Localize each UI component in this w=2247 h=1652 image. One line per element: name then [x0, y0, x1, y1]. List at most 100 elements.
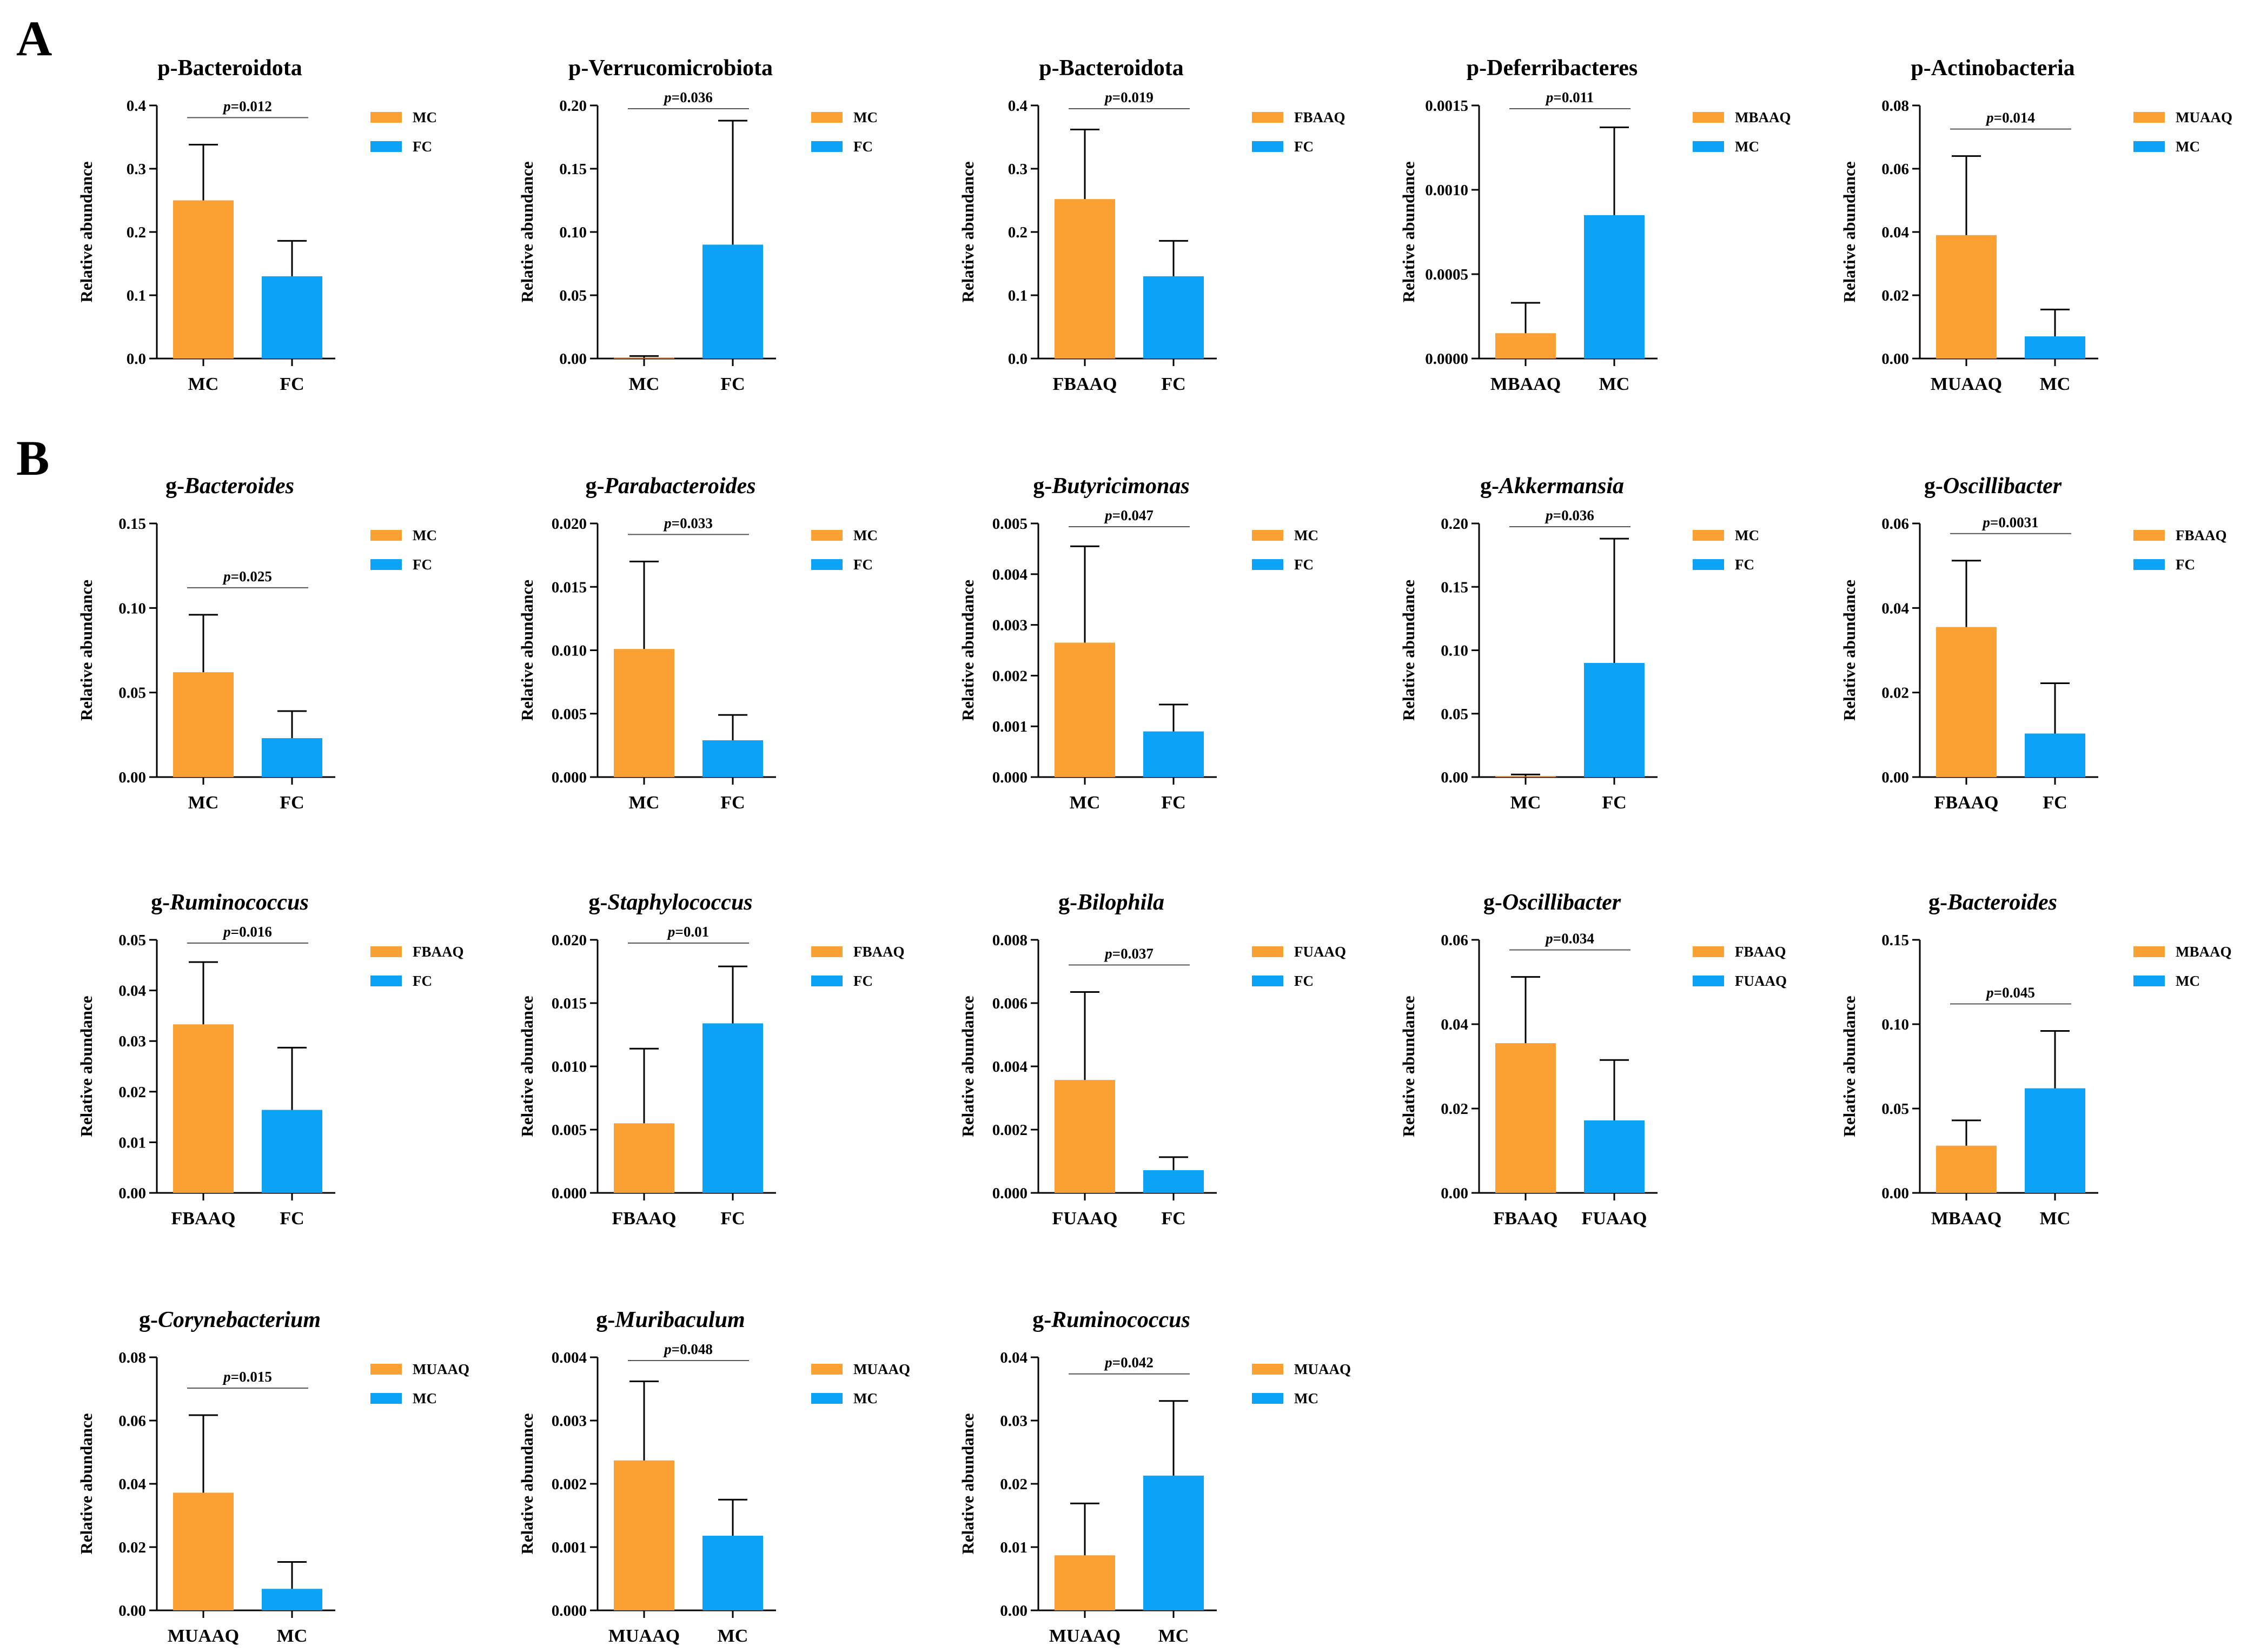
x-tick-label: MUAAQ [1049, 1626, 1121, 1646]
chart-title-prefix: p- [1467, 56, 1487, 81]
p-value-symbol: p [1981, 514, 1990, 530]
y-tick-label: 0.000 [992, 769, 1028, 786]
x-tick-label: MC [188, 374, 219, 394]
chart-title: g-Bacteroides [165, 474, 294, 499]
bar-chart-16: g-Corynebacterium Relative abundance 0.00 0… [77, 1308, 469, 1646]
bar-2 [702, 1535, 763, 1610]
chart-title-name: Bacteroides [1947, 890, 2057, 915]
y-tick-label: 0.010 [552, 1058, 587, 1076]
y-axis-label: Relative abundance [77, 1414, 96, 1555]
bar-1 [1055, 642, 1115, 777]
chart-title-prefix: g- [1032, 1308, 1051, 1332]
y-axis-label: Relative abundance [518, 580, 536, 721]
y-tick-label: 0.04 [118, 983, 146, 1000]
y-tick-label: 0.01 [118, 1134, 146, 1151]
legend-swatch-1 [1693, 530, 1724, 541]
x-tick-label: FBAAQ [612, 1209, 677, 1229]
p-value-equals: = [672, 515, 680, 531]
bar-chart-7: g-Parabacteroides Relative abundance 0.000… [518, 474, 878, 813]
bar-2 [2025, 336, 2085, 359]
y-tick-label: 0.03 [118, 1033, 146, 1050]
chart-title-name: Bacteroides [184, 474, 294, 499]
y-tick-label: 0.005 [992, 515, 1028, 533]
legend-label-2: FC [853, 138, 873, 155]
chart-title-prefix: g- [586, 474, 605, 499]
y-tick-label: 0.002 [992, 667, 1028, 685]
p-value-symbol: p [1985, 984, 1994, 1000]
y-tick-label: 0.00 [559, 350, 587, 368]
chart-title-name: Staphylococcus [607, 890, 752, 915]
bar-chart-11: g-Ruminococcus Relative abundance 0.00 0.01… [77, 890, 464, 1229]
bar-2 [2025, 733, 2085, 777]
y-tick-label: 0.06 [1881, 515, 1909, 533]
x-tick-label: FC [720, 374, 745, 394]
chart-title-name: Bilophila [1077, 890, 1164, 915]
legend-swatch-1 [2133, 112, 2165, 123]
chart-title: g-Akkermansia [1480, 474, 1624, 499]
y-tick-label: 0.0015 [1425, 97, 1468, 115]
p-value-number: 0.014 [2002, 110, 2035, 126]
y-tick-label: 0.05 [1441, 706, 1468, 723]
bar-1 [614, 357, 674, 359]
legend-swatch-1 [1252, 530, 1283, 541]
p-value-symbol: p [1545, 507, 1553, 523]
y-tick-label: 0.3 [127, 161, 146, 178]
y-tick-label: 0.15 [1441, 579, 1468, 596]
chart-title-prefix: g- [151, 890, 170, 915]
legend-swatch-1 [370, 946, 402, 957]
p-value-label: p=0.034 [1545, 931, 1594, 947]
p-value-number: 0.045 [2002, 984, 2035, 1000]
y-tick-label: 0.00 [118, 769, 146, 786]
bar-2 [702, 1023, 763, 1193]
bar-2 [1143, 276, 1204, 359]
y-axis-label: Relative abundance [958, 1414, 977, 1555]
y-axis-label: Relative abundance [1399, 162, 1418, 303]
legend-label-2: FC [853, 973, 873, 989]
y-tick-label: 0.15 [559, 161, 587, 178]
y-tick-label: 0.004 [992, 1058, 1028, 1076]
x-tick-label: MC [2040, 374, 2071, 394]
y-axis-label: Relative abundance [958, 996, 977, 1137]
y-tick-label: 0.1 [127, 287, 146, 304]
p-value-label: p=0.012 [222, 98, 272, 115]
bar-1 [1495, 1043, 1556, 1193]
p-value-symbol: p [222, 1369, 231, 1385]
y-tick-label: 0.04 [1000, 1349, 1028, 1366]
legend-swatch-2 [370, 141, 402, 152]
y-tick-label: 0.002 [992, 1122, 1028, 1139]
bar-1 [173, 672, 234, 777]
legend-swatch-2 [811, 1393, 843, 1404]
legend-label-1: MC [853, 527, 878, 543]
legend-label-2: FC [1735, 556, 1754, 573]
bar-1 [614, 1460, 674, 1610]
x-tick-label: MC [277, 1626, 308, 1646]
x-tick-label: MC [629, 374, 660, 394]
p-value-label: p=0.045 [1985, 984, 2035, 1000]
y-tick-label: 0.04 [1441, 1016, 1468, 1033]
legend-swatch-2 [1252, 1393, 1283, 1404]
y-tick-label: 0.0 [127, 350, 146, 368]
y-tick-label: 0.05 [559, 287, 587, 304]
legend-label-2: MC [1294, 1390, 1318, 1406]
y-tick-label: 0.015 [552, 579, 587, 596]
y-tick-label: 0.010 [552, 642, 587, 660]
p-value-number: 0.036 [680, 89, 713, 105]
y-axis-label: Relative abundance [1840, 162, 1859, 303]
chart-title: g-Corynebacterium [139, 1308, 321, 1332]
p-value-number: 0.034 [1561, 931, 1594, 947]
p-value-symbol: p [1985, 110, 1994, 126]
bar-2 [1584, 215, 1645, 359]
legend-swatch-1 [811, 1364, 843, 1375]
legend-label-2: FC [1294, 973, 1314, 989]
y-tick-label: 0.01 [1000, 1539, 1028, 1556]
x-tick-label: FC [280, 793, 304, 813]
bar-1 [1936, 1145, 1997, 1193]
y-axis-label: Relative abundance [77, 162, 96, 303]
legend-swatch-1 [370, 530, 402, 541]
bar-1 [614, 649, 674, 777]
legend-swatch-1 [811, 946, 843, 957]
bar-chart-17: g-Muribaculum Relative abundance 0.000 0.00… [518, 1308, 910, 1646]
legend-label-1: MUAAQ [853, 1361, 910, 1377]
p-value-equals: = [231, 98, 239, 115]
